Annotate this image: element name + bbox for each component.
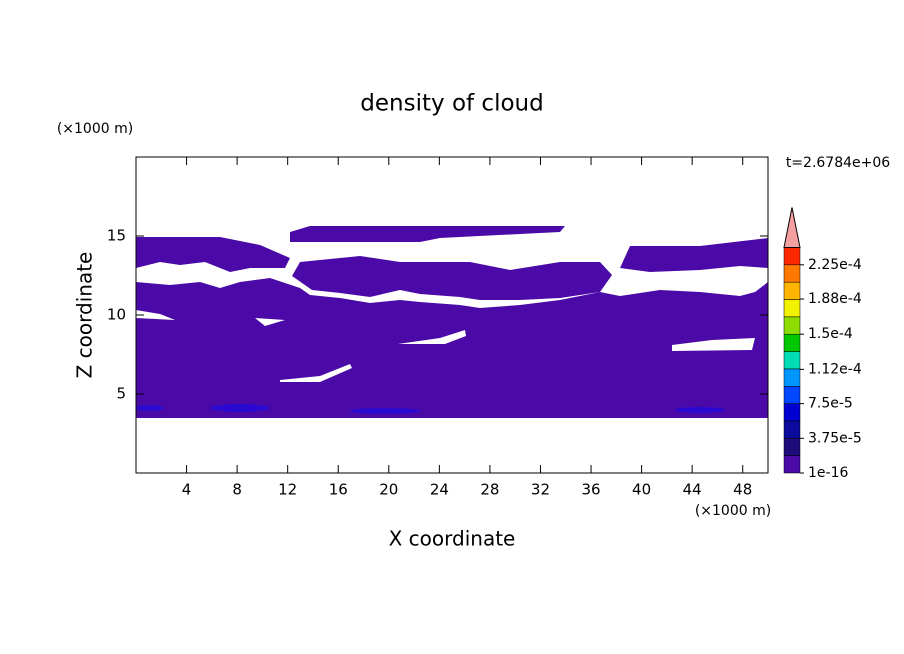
cloud-region [620, 238, 768, 272]
colorbar-band [783, 247, 801, 266]
x-unit: (×1000 m) [695, 503, 771, 519]
colorbar-band [783, 386, 801, 404]
y-unit: (×1000 m) [57, 121, 133, 137]
colorbar-label: 2.25e-4 [808, 257, 862, 273]
dense-patch [136, 405, 164, 411]
cloud-region [136, 237, 290, 272]
contour-field [136, 226, 768, 418]
hole [255, 318, 285, 326]
colorbar-band [783, 403, 801, 422]
x-tick-label: 12 [278, 481, 297, 499]
x-tick-label: 4 [182, 481, 192, 499]
x-tick-label: 8 [232, 481, 242, 499]
colorbar-extend [783, 207, 801, 248]
y-tick-label: 10 [107, 306, 126, 324]
hole [136, 310, 175, 320]
colorbar-band [783, 455, 801, 474]
colorbar-band [783, 299, 801, 318]
hole [672, 338, 755, 351]
colorbar-label: 1e-16 [808, 465, 848, 481]
colorbar-band [783, 281, 801, 300]
dense-patch [210, 404, 270, 412]
x-tick-label: 32 [531, 481, 550, 499]
colorbar-band [783, 351, 801, 370]
x-tick-label: 44 [683, 481, 702, 499]
colorbar-band [783, 333, 801, 352]
x-tick-label: 40 [632, 481, 651, 499]
dense-patch [350, 408, 420, 414]
x-axis-label: X coordinate [389, 527, 516, 551]
x-tick-label: 24 [430, 481, 449, 499]
colorbar-band [783, 420, 801, 439]
time-label: t=2.6784e+06 [786, 155, 890, 171]
colorbar-band [783, 438, 801, 456]
dense-patch [675, 407, 725, 413]
x-tick-label: 16 [329, 481, 348, 499]
colorbar-band [783, 264, 801, 283]
y-axis-label: Z coordinate [73, 252, 97, 379]
colorbar-label: 1.88e-4 [808, 291, 862, 307]
y-tick-label: 5 [116, 385, 126, 403]
cloud-region [136, 278, 768, 418]
colorbar-band [783, 316, 801, 335]
colorbar-label: 3.75e-5 [808, 430, 862, 446]
x-tick-label: 36 [581, 481, 600, 499]
hole [398, 330, 466, 344]
colorbar-label: 1.12e-4 [808, 361, 862, 377]
x-tick-label: 48 [733, 481, 752, 499]
hole [280, 364, 352, 382]
x-tick-label: 28 [480, 481, 499, 499]
colorbar-band [783, 368, 801, 387]
cloud-region [290, 226, 565, 242]
cloud-region [292, 256, 612, 300]
colorbar-label: 1.5e-4 [808, 326, 853, 342]
x-tick-label: 20 [379, 481, 398, 499]
y-tick-label: 15 [107, 227, 126, 245]
chart-title: density of cloud [360, 91, 543, 117]
colorbar-label: 7.5e-5 [808, 396, 853, 412]
